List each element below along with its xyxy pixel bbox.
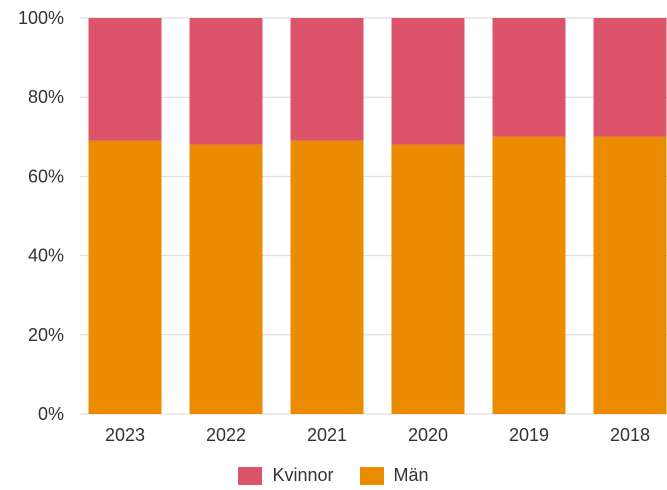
legend-swatch-kvinnor	[238, 466, 263, 485]
x-tick-label: 2021	[307, 425, 347, 445]
legend-item-kvinnor: Kvinnor	[238, 465, 334, 486]
legend: Kvinnor Män	[0, 465, 667, 486]
x-tick-label: 2022	[206, 425, 246, 445]
x-tick-label: 2020	[408, 425, 448, 445]
bar-mn-2023	[88, 140, 162, 414]
y-tick-label: 0%	[38, 404, 64, 424]
bar-mn-2020	[391, 144, 465, 414]
y-tick-label: 100%	[18, 8, 64, 28]
x-tick-label: 2018	[610, 425, 650, 445]
bar-mn-2019	[492, 136, 566, 415]
bar-kvinnor-2023	[88, 18, 162, 141]
legend-label-kvinnor: Kvinnor	[272, 465, 334, 485]
bar-mn-2022	[189, 144, 263, 414]
bar-kvinnor-2018	[593, 18, 667, 137]
bar-mn-2021	[290, 140, 364, 414]
x-tick-label: 2023	[105, 425, 145, 445]
bar-kvinnor-2022	[189, 18, 263, 145]
x-tick-label: 2019	[509, 425, 549, 445]
bar-kvinnor-2020	[391, 18, 465, 145]
legend-item-man: Män	[359, 465, 429, 486]
y-tick-label: 40%	[28, 246, 64, 266]
x-axis-ticks: 2023 2022 2021 2020 2019 2018	[105, 425, 650, 445]
bar-mn-2018	[593, 136, 667, 415]
bars	[88, 18, 667, 415]
bar-kvinnor-2019	[492, 18, 566, 137]
y-tick-label: 80%	[28, 87, 64, 107]
bar-kvinnor-2021	[290, 18, 364, 141]
y-tick-label: 60%	[28, 166, 64, 186]
legend-swatch-man	[359, 466, 384, 485]
y-tick-label: 20%	[28, 325, 64, 345]
y-axis-ticks: 0% 20% 40% 60% 80% 100%	[18, 8, 64, 424]
gridlines	[80, 17, 667, 415]
legend-label-man: Män	[393, 465, 429, 485]
